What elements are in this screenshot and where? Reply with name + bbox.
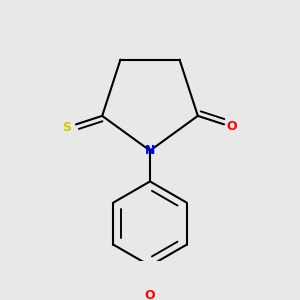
Text: N: N (145, 144, 155, 157)
Text: O: O (226, 120, 237, 134)
Text: S: S (62, 121, 71, 134)
Text: O: O (145, 290, 155, 300)
